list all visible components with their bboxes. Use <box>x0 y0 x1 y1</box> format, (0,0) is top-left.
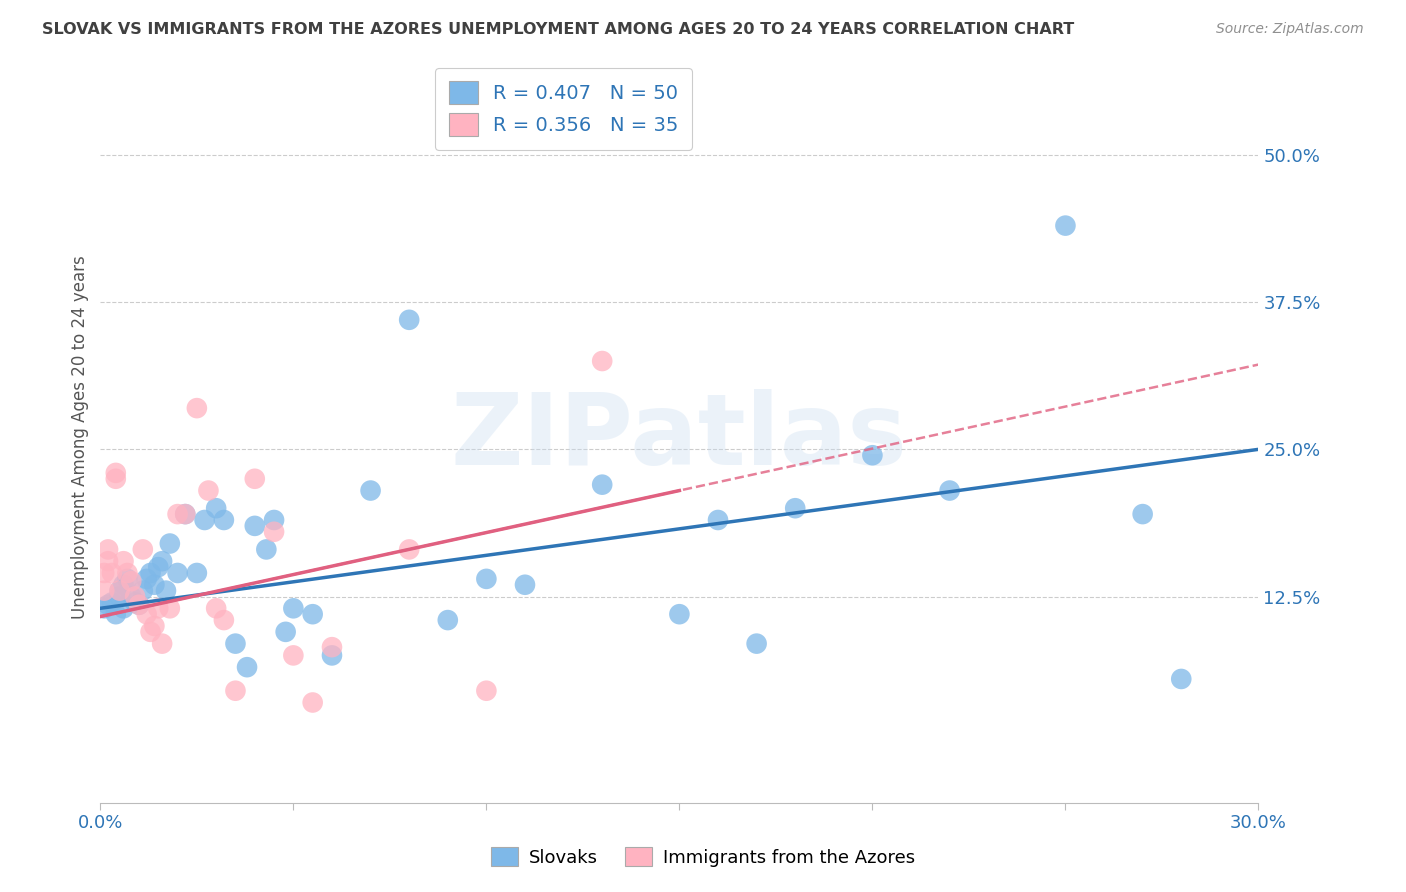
Point <box>93 583 115 598</box>
Point <box>513 578 536 592</box>
Point <box>112 578 135 592</box>
Point <box>124 595 146 609</box>
Point <box>166 507 188 521</box>
Point <box>117 566 139 580</box>
Point <box>124 590 146 604</box>
Point <box>785 501 807 516</box>
Point <box>120 590 142 604</box>
Point <box>101 595 124 609</box>
Point <box>97 554 120 568</box>
Point <box>591 354 613 368</box>
Point <box>93 601 115 615</box>
Point <box>132 583 155 598</box>
Point <box>93 566 115 580</box>
Legend: R = 0.407   N = 50, R = 0.356   N = 35: R = 0.407 N = 50, R = 0.356 N = 35 <box>434 68 692 150</box>
Point <box>186 566 208 580</box>
Point <box>117 572 139 586</box>
Point <box>132 542 155 557</box>
Point <box>321 648 343 663</box>
Point <box>104 607 127 622</box>
Point <box>148 560 170 574</box>
Point <box>108 590 131 604</box>
Point <box>1054 219 1077 233</box>
Point <box>97 598 120 612</box>
Point <box>263 524 285 539</box>
Point <box>745 637 768 651</box>
Point <box>1170 672 1192 686</box>
Point <box>159 536 181 550</box>
Point <box>475 683 498 698</box>
Point <box>197 483 219 498</box>
Point <box>475 572 498 586</box>
Point <box>159 601 181 615</box>
Point <box>174 507 197 521</box>
Point <box>108 583 131 598</box>
Point <box>120 574 142 589</box>
Point <box>224 637 246 651</box>
Point <box>398 542 420 557</box>
Point <box>938 483 960 498</box>
Point <box>135 572 157 586</box>
Point <box>707 513 730 527</box>
Point <box>104 472 127 486</box>
Point <box>274 624 297 639</box>
Point <box>243 472 266 486</box>
Point <box>97 542 120 557</box>
Point <box>1132 507 1154 521</box>
Text: SLOVAK VS IMMIGRANTS FROM THE AZORES UNEMPLOYMENT AMONG AGES 20 TO 24 YEARS CORR: SLOVAK VS IMMIGRANTS FROM THE AZORES UNE… <box>42 22 1074 37</box>
Point <box>398 313 420 327</box>
Point <box>591 477 613 491</box>
Point <box>224 683 246 698</box>
Point <box>128 598 150 612</box>
Point <box>436 613 458 627</box>
Point <box>135 607 157 622</box>
Point <box>101 566 124 580</box>
Text: ZIPatlas: ZIPatlas <box>451 389 908 486</box>
Point <box>283 648 305 663</box>
Point <box>143 619 166 633</box>
Point <box>143 578 166 592</box>
Point <box>128 598 150 612</box>
Point <box>212 513 235 527</box>
Point <box>104 466 127 480</box>
Point <box>194 513 217 527</box>
Point <box>108 583 131 598</box>
Point <box>148 601 170 615</box>
Point <box>301 607 323 622</box>
Text: Source: ZipAtlas.com: Source: ZipAtlas.com <box>1216 22 1364 37</box>
Point <box>360 483 382 498</box>
Point <box>155 583 177 598</box>
Y-axis label: Unemployment Among Ages 20 to 24 years: Unemployment Among Ages 20 to 24 years <box>72 256 89 619</box>
Point <box>186 401 208 416</box>
Point <box>166 566 188 580</box>
Point <box>139 566 162 580</box>
Point <box>236 660 259 674</box>
Point <box>254 542 277 557</box>
Point <box>263 513 285 527</box>
Point <box>283 601 305 615</box>
Point <box>112 554 135 568</box>
Point <box>205 501 228 516</box>
Point <box>301 696 323 710</box>
Point <box>212 613 235 627</box>
Point <box>150 637 173 651</box>
Point <box>112 601 135 615</box>
Point <box>668 607 690 622</box>
Point <box>174 507 197 521</box>
Point <box>139 624 162 639</box>
Point <box>243 519 266 533</box>
Legend: Slovaks, Immigrants from the Azores: Slovaks, Immigrants from the Azores <box>484 840 922 874</box>
Point <box>321 640 343 655</box>
Point <box>205 601 228 615</box>
Point <box>150 554 173 568</box>
Point <box>862 448 884 462</box>
